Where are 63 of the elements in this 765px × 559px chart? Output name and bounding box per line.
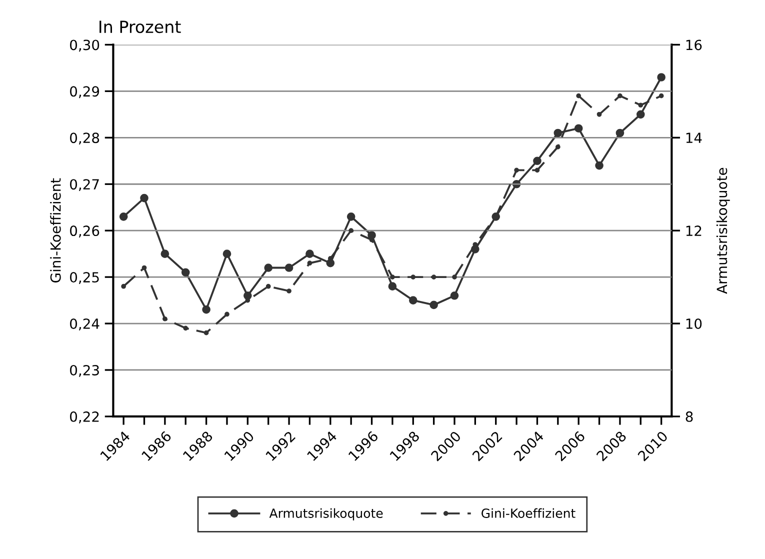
- y-tick-label: 0,29: [70, 86, 100, 98]
- point: [576, 93, 582, 98]
- point: [142, 265, 147, 270]
- point: [346, 212, 356, 221]
- point: [388, 282, 397, 291]
- y2-axis-title: Armutsrisikoquote: [716, 168, 730, 294]
- point: [243, 291, 252, 300]
- point: [284, 264, 294, 272]
- y2-tick-label: 14: [686, 132, 702, 143]
- point: [574, 124, 583, 133]
- point: [202, 305, 210, 314]
- y-tick-label: 0,25: [70, 272, 99, 284]
- point: [452, 274, 457, 280]
- point: [222, 250, 232, 258]
- point: [204, 330, 209, 336]
- point: [286, 288, 292, 294]
- point: [554, 128, 562, 138]
- y-tick-label: 0,27: [70, 179, 99, 192]
- point: [140, 194, 148, 202]
- point: [390, 274, 395, 280]
- point: [181, 268, 190, 277]
- point: [119, 212, 128, 221]
- legend-label: Armutsrisikoquote: [269, 508, 383, 520]
- point: [533, 156, 542, 166]
- point: [307, 260, 312, 266]
- point: [348, 228, 354, 234]
- y-tick-label: 0,22: [70, 411, 99, 424]
- point: [408, 296, 418, 304]
- y-tick-label: 0,23: [70, 364, 99, 377]
- point: [121, 284, 126, 289]
- point: [638, 102, 644, 108]
- y-tick-label: 0,28: [70, 132, 100, 145]
- point: [658, 93, 664, 98]
- y-axis-title: Gini-Koeffizient: [50, 178, 61, 282]
- y2-tick-label: 10: [686, 318, 702, 329]
- point: [306, 250, 314, 258]
- point: [224, 312, 230, 317]
- point: [596, 112, 602, 117]
- y-tick-label: 0,24: [70, 318, 100, 330]
- point: [534, 168, 540, 173]
- point: [514, 168, 519, 173]
- point: [618, 93, 622, 98]
- y-tick-label: 0,30: [70, 40, 100, 52]
- point: [162, 316, 168, 322]
- point: [450, 291, 459, 300]
- legend-label: Gini-Koeffizient: [482, 508, 576, 518]
- point: [595, 161, 604, 170]
- y2-tick-label: 16: [686, 40, 702, 50]
- point: [431, 274, 436, 280]
- chart-title: In Prozent: [100, 20, 181, 34]
- y2-tick-label: 8: [686, 411, 693, 422]
- point: [430, 300, 438, 310]
- point: [636, 110, 645, 119]
- point: [264, 264, 273, 272]
- point: [183, 326, 188, 331]
- point: [410, 274, 416, 280]
- point: [160, 250, 170, 258]
- point: [555, 144, 560, 150]
- point: [616, 128, 624, 138]
- y-tick-label: 0,26: [70, 226, 100, 238]
- y2-tick-label: 12: [686, 226, 702, 236]
- point: [657, 73, 666, 82]
- point: [266, 284, 271, 289]
